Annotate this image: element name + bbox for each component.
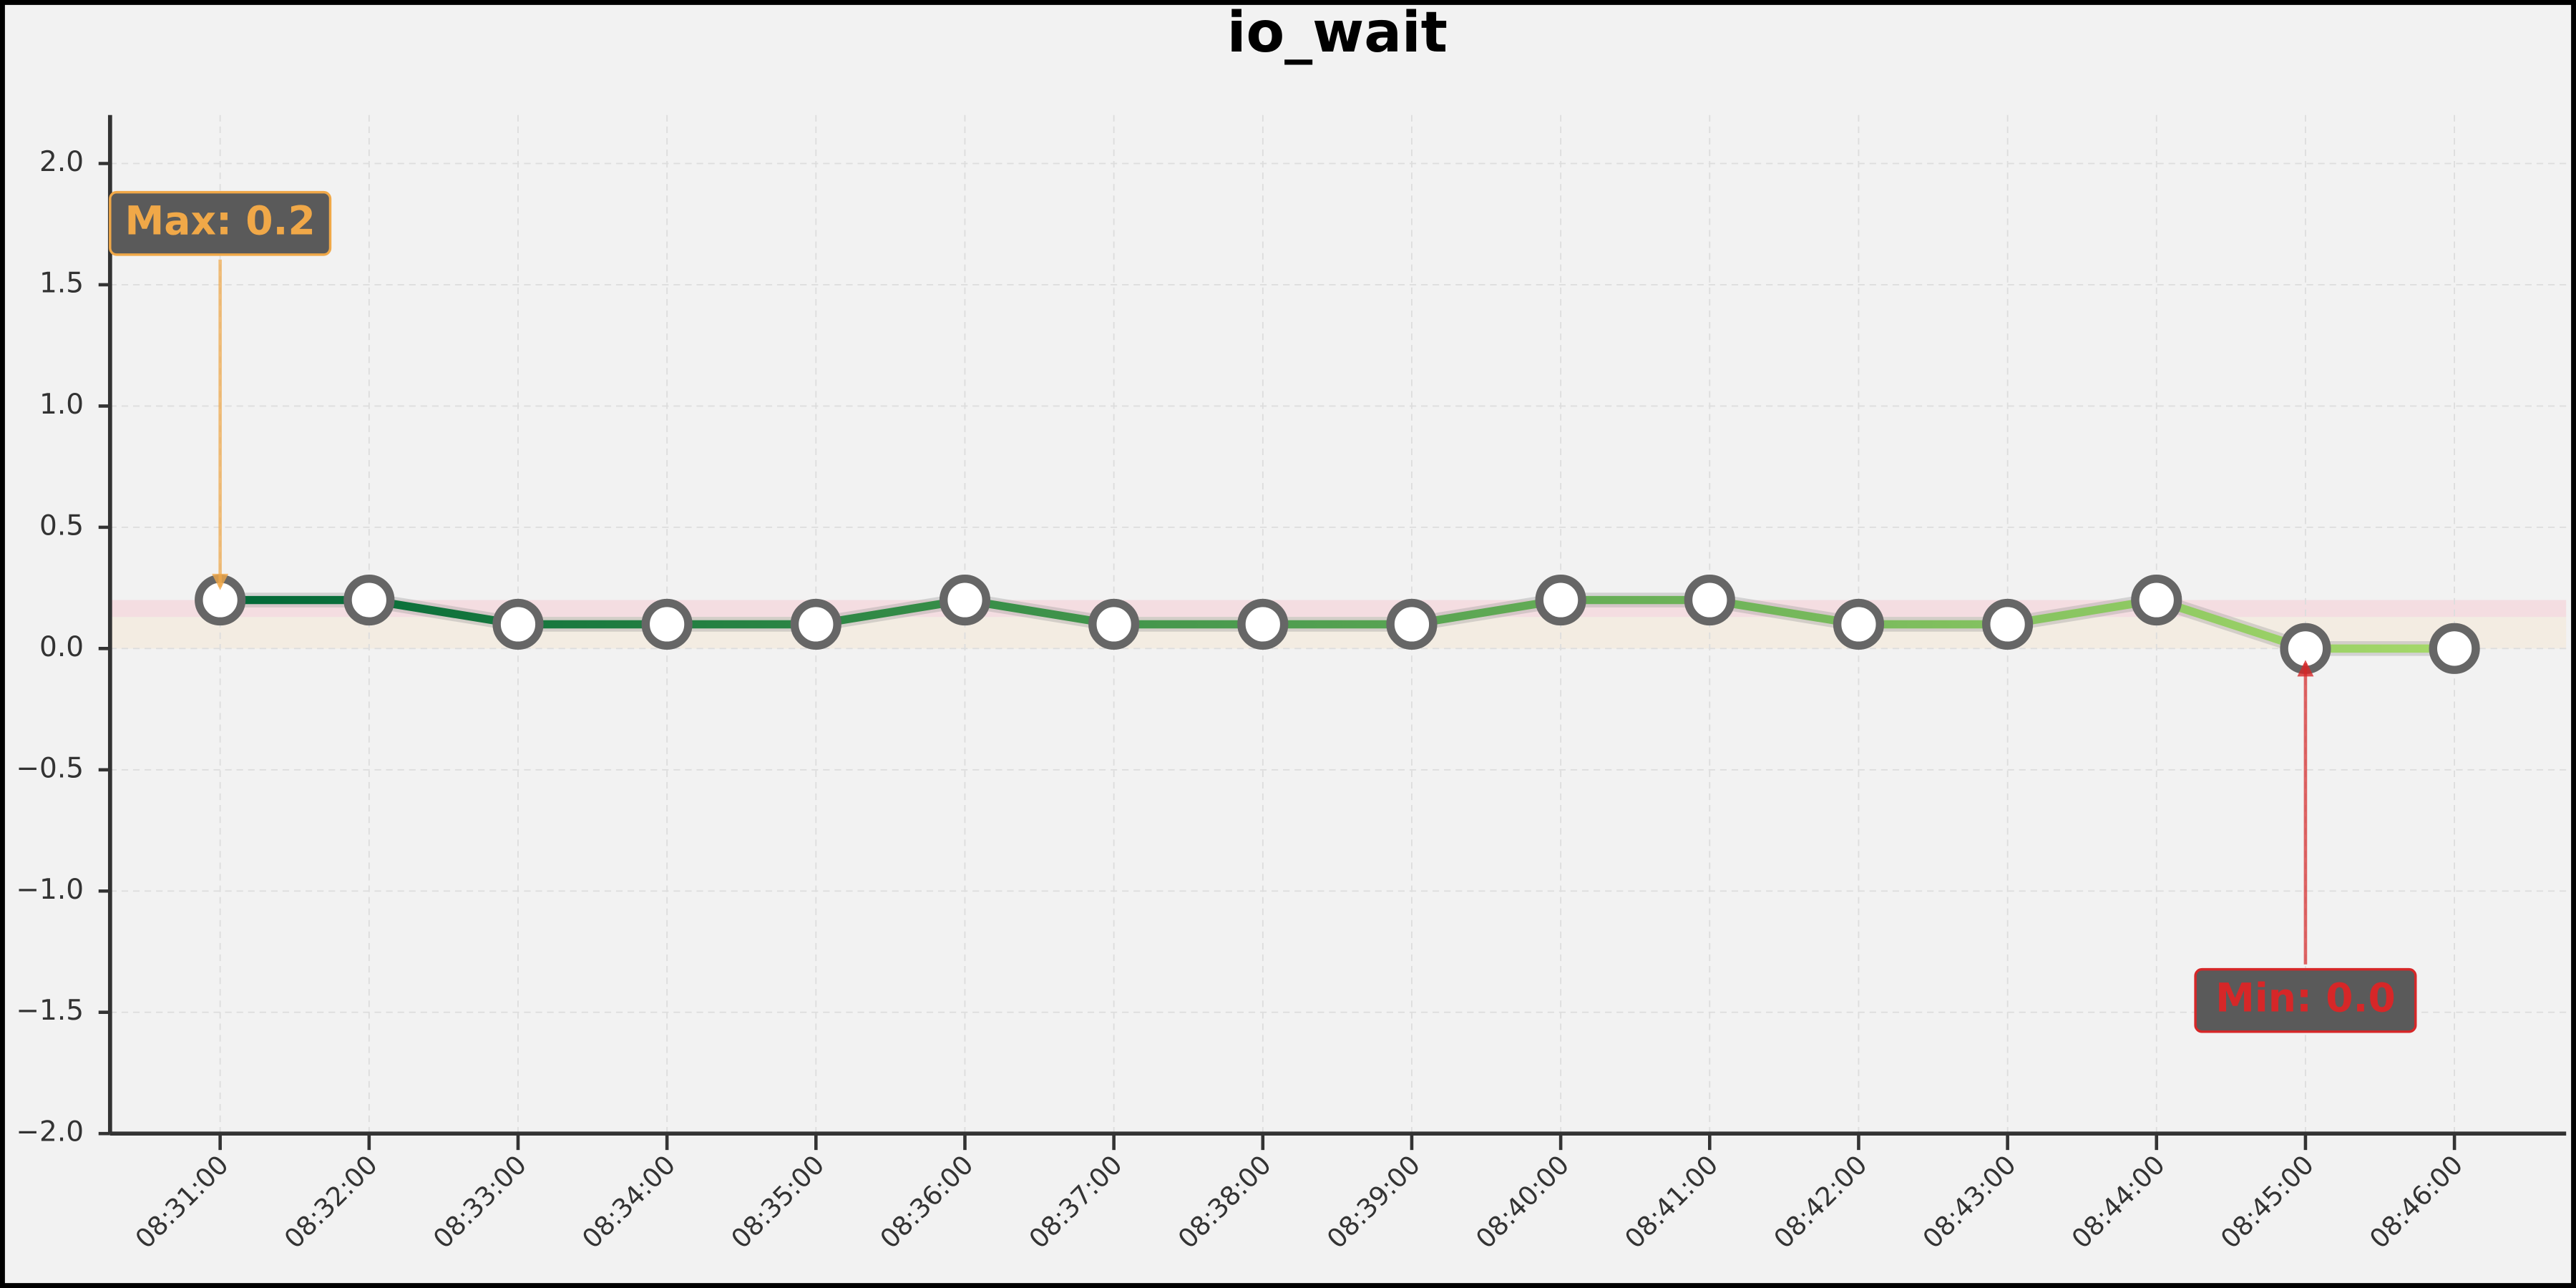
threshold-band — [109, 600, 2567, 618]
marker — [939, 574, 991, 626]
y-tick-label: −0.5 — [16, 752, 84, 784]
marker — [2429, 623, 2480, 674]
marker — [1535, 574, 1586, 626]
marker — [1982, 598, 2034, 650]
marker — [641, 598, 693, 650]
y-tick-label: 2.0 — [39, 146, 84, 178]
line — [220, 595, 2455, 653]
annotation-box — [109, 190, 332, 256]
annotation-arrowhead — [212, 573, 229, 590]
annotation-box — [2194, 967, 2417, 1033]
annotation: Max: 0.2 — [109, 190, 332, 590]
annotation-arrowhead — [2297, 660, 2314, 677]
y-tick-label: −1.0 — [16, 874, 84, 906]
marker — [1386, 598, 1438, 650]
y-tick-label: 0.5 — [39, 509, 84, 542]
y-tick-label: −2.0 — [16, 1116, 84, 1148]
marker — [1684, 574, 1735, 626]
chart-title: io_wait — [1227, 1, 1448, 65]
marker — [343, 574, 395, 626]
y-tick-label: 1.5 — [39, 267, 84, 299]
marker — [492, 598, 544, 650]
marker — [2131, 574, 2182, 626]
annotation: Min: 0.0 — [2194, 660, 2417, 1033]
marker — [1088, 598, 1140, 650]
marker — [1237, 598, 1289, 650]
marker — [1833, 598, 1885, 650]
annotation-label: Min: 0.0 — [2215, 975, 2396, 1020]
y-tick-label: 1.0 — [39, 389, 84, 421]
y-tick-label: −1.5 — [16, 995, 84, 1027]
y-tick-label: 0.0 — [39, 631, 84, 663]
annotation-label: Max: 0.2 — [125, 197, 315, 243]
marker — [790, 598, 841, 650]
